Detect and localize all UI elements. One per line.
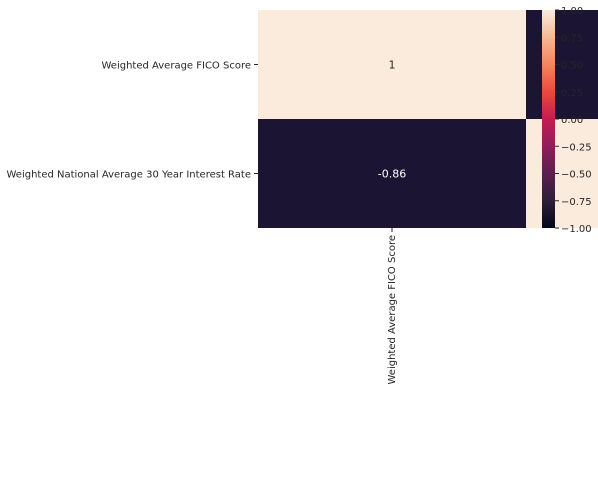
colorbar-gradient <box>542 10 555 228</box>
cell-annotation: -0.86 <box>378 168 406 181</box>
heatmap-cell <box>258 10 526 119</box>
colorbar: 1.00 0.75 0.50 0.25 0.00 −0.25 −0.50 −0.75 −1.00 <box>542 6 592 235</box>
colorbar-tick-label: −0.25 <box>561 142 592 153</box>
colorbar-tick-label: 0.25 <box>561 88 583 99</box>
heatmap-annotations: 1-0.86-0.861 <box>378 59 406 181</box>
colorbar-tick-label: 0.50 <box>561 61 583 72</box>
colorbar-tick-label: −0.75 <box>561 197 592 208</box>
y-axis-tick-labels: Weighted Average FICO Score Weighted Nati… <box>6 61 258 181</box>
cell-annotation: 1 <box>389 59 396 72</box>
heatmap-cells <box>258 10 598 228</box>
heatmap-cell <box>526 119 598 228</box>
x-tick-label: Weighted Average FICO Score <box>387 235 398 385</box>
y-tick-label: Weighted National Average 30 Year Intere… <box>6 170 251 181</box>
y-tick-label: Weighted Average FICO Score <box>101 61 251 72</box>
heatmap-cell <box>258 119 526 228</box>
colorbar-tick-label: 0.75 <box>561 33 583 44</box>
colorbar-tick-label: 1.00 <box>561 6 583 17</box>
heatmap-cell <box>526 10 598 119</box>
colorbar-tick-label: −1.00 <box>561 224 592 235</box>
colorbar-tick-label: 0.00 <box>561 115 583 126</box>
colorbar-tick-label: −0.50 <box>561 170 592 181</box>
